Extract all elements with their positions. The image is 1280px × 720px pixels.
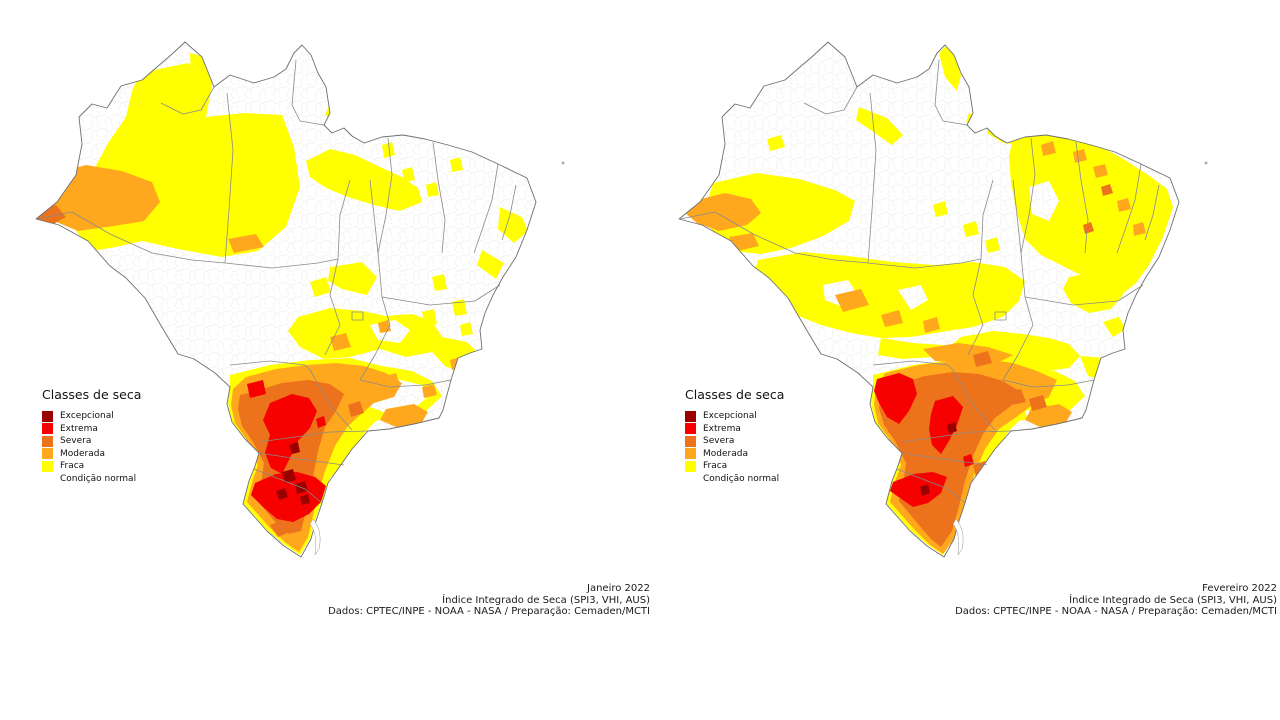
excepcional-color-swatch	[42, 410, 53, 422]
legend-label: Condição normal	[60, 473, 137, 484]
extrema-color-swatch	[42, 423, 53, 435]
brazil-choropleth-february	[678, 41, 1208, 558]
legend-item-normal: Condição normal	[42, 473, 141, 486]
legend-item-moderada: Moderada	[685, 448, 784, 461]
legend-label: Moderada	[60, 448, 105, 459]
legend-label: Excepcional	[703, 411, 757, 422]
caption-index-name: Índice Integrado de Seca (SPI3, VHI, AUS…	[442, 594, 650, 606]
map-panel-february: Classes de seca Excepcional Extrema Seve…	[673, 25, 1280, 695]
january-drought-patches	[36, 53, 528, 555]
severa-color-swatch	[42, 435, 53, 447]
extrema-patches	[874, 373, 974, 507]
fraca-color-swatch	[685, 460, 696, 472]
offshore-island-dot	[1204, 161, 1208, 165]
february-drought-patches	[685, 45, 1173, 555]
normal-color-swatch	[685, 473, 696, 485]
drought-legend: Classes de seca Excepcional Extrema Seve…	[42, 387, 141, 485]
offshore-island-dot	[561, 161, 565, 165]
caption-index-name: Índice Integrado de Seca (SPI3, VHI, AUS…	[1069, 594, 1277, 606]
legend-item-severa: Severa	[685, 435, 784, 448]
legend-label: Severa	[703, 436, 735, 447]
legend-title: Classes de seca	[685, 387, 785, 402]
excepcional-patches	[276, 442, 310, 505]
drought-legend: Classes de seca Excepcional Extrema Seve…	[685, 387, 784, 485]
caption-data-source: Dados: CPTEC/INPE - NOAA - NASA / Prepar…	[955, 606, 1277, 617]
legend-item-excepcional: Excepcional	[685, 410, 784, 423]
legend-item-extrema: Extrema	[42, 423, 141, 436]
patos-lagoon	[309, 518, 321, 556]
excepcional-color-swatch	[685, 410, 696, 422]
caption-data-source: Dados: CPTEC/INPE - NOAA - NASA / Prepar…	[328, 606, 650, 617]
brazil-choropleth-january	[35, 41, 565, 558]
map-caption-january: Janeiro 2022 Índice Integrado de Seca (S…	[328, 583, 650, 618]
legend-label: Fraca	[60, 461, 85, 472]
legend-label: Excepcional	[60, 411, 114, 422]
legend-title: Classes de seca	[42, 387, 142, 402]
caption-month: Janeiro 2022	[587, 583, 650, 594]
legend-label: Fraca	[703, 461, 728, 472]
legend-item-moderada: Moderada	[42, 448, 141, 461]
moderada-color-swatch	[42, 448, 53, 460]
excepcional-patches	[920, 422, 957, 496]
legend-label: Moderada	[703, 448, 748, 459]
normal-color-swatch	[42, 473, 53, 485]
extrema-patches	[247, 380, 326, 522]
extrema-color-swatch	[685, 423, 696, 435]
legend-item-excepcional: Excepcional	[42, 410, 141, 423]
legend-item-extrema: Extrema	[685, 423, 784, 436]
patos-lagoon	[952, 518, 964, 556]
caption-month: Fevereiro 2022	[1202, 583, 1277, 594]
legend-label: Extrema	[60, 423, 98, 434]
legend-item-fraca: Fraca	[42, 460, 141, 473]
legend-label: Severa	[60, 436, 92, 447]
legend-label: Extrema	[703, 423, 741, 434]
legend-item-normal: Condição normal	[685, 473, 784, 486]
fraca-color-swatch	[42, 460, 53, 472]
map-caption-february: Fevereiro 2022 Índice Integrado de Seca …	[955, 583, 1277, 618]
legend-item-fraca: Fraca	[685, 460, 784, 473]
severa-color-swatch	[685, 435, 696, 447]
legend-item-severa: Severa	[42, 435, 141, 448]
map-panel-january: Classes de seca Excepcional Extrema Seve…	[30, 25, 650, 695]
legend-label: Condição normal	[703, 473, 780, 484]
moderada-color-swatch	[685, 448, 696, 460]
